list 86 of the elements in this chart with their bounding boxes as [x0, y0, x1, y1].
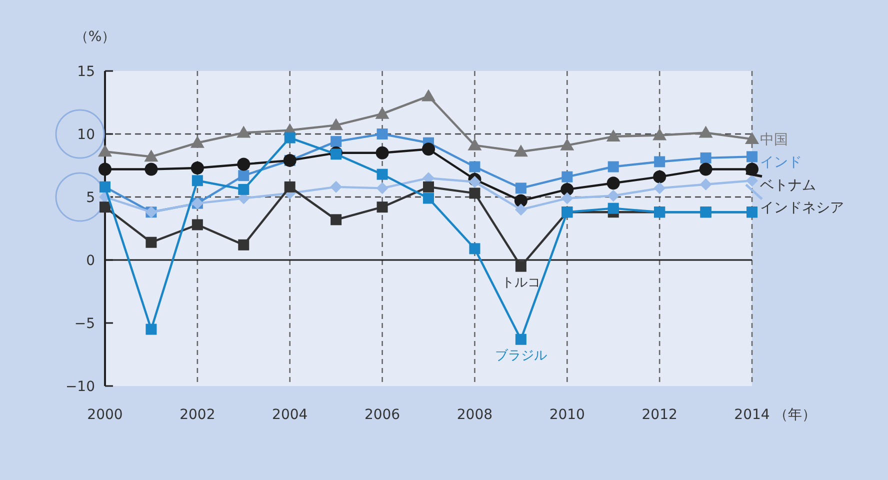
point [653, 170, 666, 184]
point [330, 214, 342, 226]
point [376, 182, 388, 194]
y-tick-label: 0 [86, 253, 95, 269]
point [560, 138, 574, 150]
point [468, 176, 481, 188]
point [608, 161, 619, 172]
y-tick-label: 10 [77, 127, 95, 143]
point [330, 180, 342, 193]
point [422, 142, 435, 156]
series-label: 中国 [760, 132, 788, 148]
point [98, 144, 112, 157]
point [514, 144, 528, 157]
point [468, 138, 482, 150]
point [238, 184, 250, 195]
x-tick-label: 2012 [642, 407, 678, 423]
point [560, 182, 574, 196]
point [746, 174, 758, 187]
point [376, 146, 389, 160]
legend-label: ベトナム [760, 177, 816, 194]
y-tick-label: 5 [86, 190, 95, 206]
y-tick-label: −5 [74, 316, 95, 332]
point [515, 334, 526, 345]
point [698, 126, 713, 138]
series-label: ブラジル [494, 348, 547, 364]
point [561, 192, 574, 204]
point [699, 162, 712, 176]
point [423, 192, 434, 204]
x-tick-label: 2014 [734, 407, 770, 423]
x-tick-label: 2004 [272, 407, 308, 423]
x-tick-label: 2010 [549, 407, 585, 423]
y-tick-label: −10 [65, 379, 95, 395]
x-tick-label: 2006 [364, 407, 400, 423]
x-tick-label: 2002 [180, 407, 216, 423]
y-tick-label: 15 [77, 64, 95, 80]
point [606, 130, 620, 142]
point [423, 181, 434, 192]
point [146, 324, 157, 335]
point [146, 236, 157, 248]
point [192, 175, 203, 186]
point [238, 170, 250, 182]
point [469, 243, 480, 254]
point [329, 118, 344, 130]
x-tick-label: 2008 [456, 407, 493, 423]
point [192, 219, 203, 230]
point [376, 168, 388, 180]
point [654, 156, 666, 168]
point [284, 132, 296, 144]
point [469, 161, 480, 172]
point [515, 182, 526, 194]
point [515, 260, 526, 272]
point [100, 202, 110, 213]
point [514, 204, 527, 216]
point [746, 151, 758, 162]
point [469, 188, 480, 199]
point [144, 162, 158, 176]
point [652, 128, 667, 140]
point [190, 136, 204, 148]
legend-label: インドネシア [760, 200, 844, 216]
point [98, 162, 112, 176]
x-tick-label: 2000 [87, 407, 123, 423]
point [607, 190, 620, 202]
point [330, 148, 342, 160]
point [654, 182, 666, 194]
point [700, 152, 712, 164]
point [422, 89, 436, 102]
series-label: インド [760, 154, 802, 171]
point [562, 171, 573, 182]
point [190, 162, 204, 175]
point [376, 128, 388, 140]
point [608, 202, 619, 214]
point [700, 178, 712, 190]
point [376, 202, 388, 213]
point [237, 158, 250, 171]
point [284, 181, 296, 192]
point [144, 150, 158, 162]
series-label: トルコ [501, 275, 540, 290]
point [236, 126, 251, 138]
point [514, 194, 528, 208]
point [606, 176, 620, 190]
y-axis-title: （%） [74, 29, 116, 45]
point [375, 106, 390, 119]
point [745, 132, 759, 144]
x-axis-title: （年） [774, 407, 816, 423]
point [238, 239, 250, 250]
point [330, 136, 342, 148]
